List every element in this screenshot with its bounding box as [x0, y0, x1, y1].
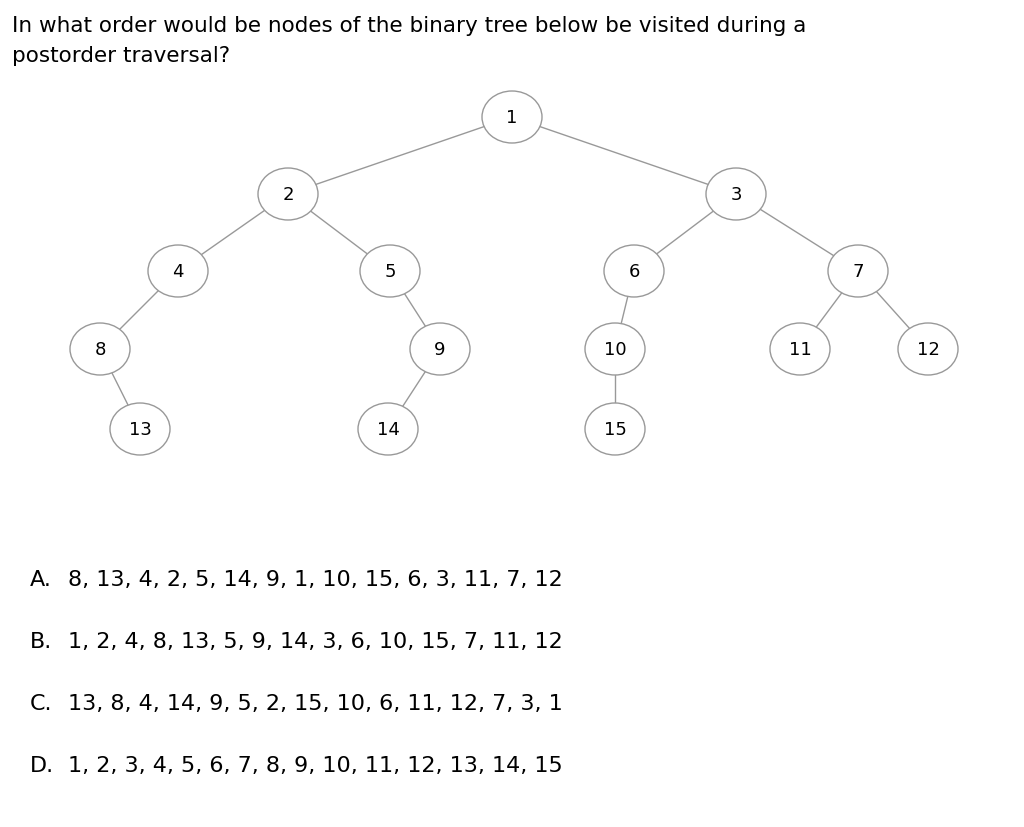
Text: 4: 4 — [172, 263, 183, 280]
Text: 13, 8, 4, 14, 9, 5, 2, 15, 10, 6, 11, 12, 7, 3, 1: 13, 8, 4, 14, 9, 5, 2, 15, 10, 6, 11, 12… — [68, 693, 563, 713]
Text: 6: 6 — [629, 263, 640, 280]
Text: 5: 5 — [384, 263, 395, 280]
Text: C.: C. — [30, 693, 52, 713]
Text: 7: 7 — [852, 263, 864, 280]
Ellipse shape — [110, 404, 170, 456]
Text: 11: 11 — [788, 341, 811, 359]
Text: 8, 13, 4, 2, 5, 14, 9, 1, 10, 15, 6, 3, 11, 7, 12: 8, 13, 4, 2, 5, 14, 9, 1, 10, 15, 6, 3, … — [68, 569, 563, 590]
Ellipse shape — [70, 323, 130, 375]
Text: 14: 14 — [377, 420, 399, 438]
Text: 1, 2, 4, 8, 13, 5, 9, 14, 3, 6, 10, 15, 7, 11, 12: 1, 2, 4, 8, 13, 5, 9, 14, 3, 6, 10, 15, … — [68, 631, 563, 651]
Ellipse shape — [706, 169, 766, 221]
Text: 1: 1 — [506, 109, 518, 127]
Text: B.: B. — [30, 631, 52, 651]
Ellipse shape — [360, 246, 420, 298]
Text: postorder traversal?: postorder traversal? — [12, 46, 230, 66]
Text: 13: 13 — [129, 420, 152, 438]
Text: D.: D. — [30, 755, 54, 775]
Text: 2: 2 — [283, 186, 294, 203]
Text: 9: 9 — [434, 341, 445, 359]
Text: 3: 3 — [730, 186, 741, 203]
Ellipse shape — [258, 169, 318, 221]
Ellipse shape — [770, 323, 830, 375]
Ellipse shape — [898, 323, 958, 375]
Ellipse shape — [585, 404, 645, 456]
Text: 8: 8 — [94, 341, 105, 359]
Ellipse shape — [828, 246, 888, 298]
Ellipse shape — [410, 323, 470, 375]
Text: 15: 15 — [603, 420, 627, 438]
Text: 10: 10 — [604, 341, 627, 359]
Text: 12: 12 — [916, 341, 939, 359]
Ellipse shape — [604, 246, 664, 298]
Text: A.: A. — [30, 569, 52, 590]
Ellipse shape — [358, 404, 418, 456]
Text: In what order would be nodes of the binary tree below be visited during a: In what order would be nodes of the bina… — [12, 16, 806, 36]
Ellipse shape — [585, 323, 645, 375]
Text: 1, 2, 3, 4, 5, 6, 7, 8, 9, 10, 11, 12, 13, 14, 15: 1, 2, 3, 4, 5, 6, 7, 8, 9, 10, 11, 12, 1… — [68, 755, 563, 775]
Ellipse shape — [148, 246, 208, 298]
Ellipse shape — [482, 92, 542, 144]
